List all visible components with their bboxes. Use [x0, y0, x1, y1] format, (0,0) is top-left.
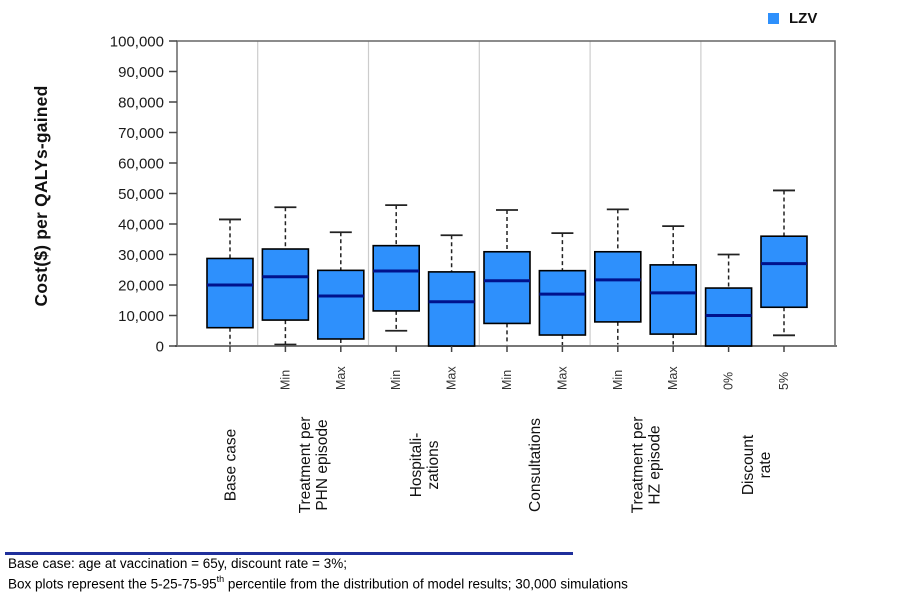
y-axis-title: Cost($) per QALYs-gained — [31, 85, 51, 307]
x-group-label: HZ episode — [646, 425, 663, 504]
x-group-label: Discount — [740, 434, 757, 495]
x-group-label: Consultations — [527, 418, 544, 512]
y-tick-label: 30,000 — [118, 247, 164, 264]
x-tick-label: Max — [555, 366, 569, 390]
footnote-line2-text2: percentile from the distribution of mode… — [224, 576, 628, 592]
box-iqr — [704, 287, 753, 347]
x-tick-label: Min — [278, 370, 292, 390]
box-iqr — [427, 271, 476, 347]
y-tick-label: 20,000 — [118, 277, 164, 294]
x-tick-label: Max — [445, 366, 459, 390]
x-group-label: Treatment per — [297, 417, 314, 514]
box-iqr — [760, 235, 808, 309]
footnote-line2: Box plots represent the 5-25-75-95th per… — [8, 574, 628, 592]
y-tick-label: 10,000 — [118, 308, 164, 325]
box-iqr — [538, 269, 587, 336]
box-iqr — [372, 244, 421, 312]
footnote-superscript: th — [216, 574, 225, 584]
x-tick-label: 5% — [777, 372, 791, 390]
x-tick-label: Min — [389, 370, 403, 390]
x-group-label: zations — [425, 440, 442, 489]
y-tick-label: 40,000 — [118, 216, 164, 233]
y-tick-label: 90,000 — [118, 64, 164, 81]
box-iqr — [649, 264, 698, 335]
x-tick-label: Max — [334, 366, 348, 390]
x-group-label: Hospitali- — [408, 433, 425, 498]
x-group-label: Base case — [222, 429, 239, 501]
legend: LZV — [768, 10, 817, 27]
y-tick-label: 80,000 — [118, 94, 164, 111]
x-group-label: rate — [757, 452, 774, 479]
footnote-line1: Base case: age at vaccination = 65y, dis… — [8, 556, 347, 571]
y-tick-label: 100,000 — [110, 33, 164, 50]
y-tick-label: 70,000 — [118, 125, 164, 142]
footnote-line2-text: Box plots represent the 5-25-75-95 — [8, 576, 217, 592]
y-tick-label: 0 — [156, 338, 164, 355]
legend-swatch-icon — [768, 13, 779, 24]
x-tick-label: Min — [500, 370, 514, 390]
footnote-divider — [5, 552, 573, 555]
x-tick-label: Min — [611, 370, 625, 390]
x-group-label: Treatment per — [629, 417, 646, 514]
box-iqr — [261, 248, 310, 321]
legend-label: LZV — [789, 10, 818, 27]
x-tick-label: Max — [666, 366, 680, 390]
box-iqr — [206, 257, 254, 329]
box-iqr — [593, 250, 642, 323]
x-group-label: PHN episode — [314, 419, 331, 510]
box-iqr — [483, 250, 531, 325]
box-iqr — [316, 269, 365, 340]
x-tick-label: 0% — [722, 372, 736, 390]
y-tick-label: 50,000 — [118, 186, 164, 203]
y-tick-label: 60,000 — [118, 155, 164, 172]
